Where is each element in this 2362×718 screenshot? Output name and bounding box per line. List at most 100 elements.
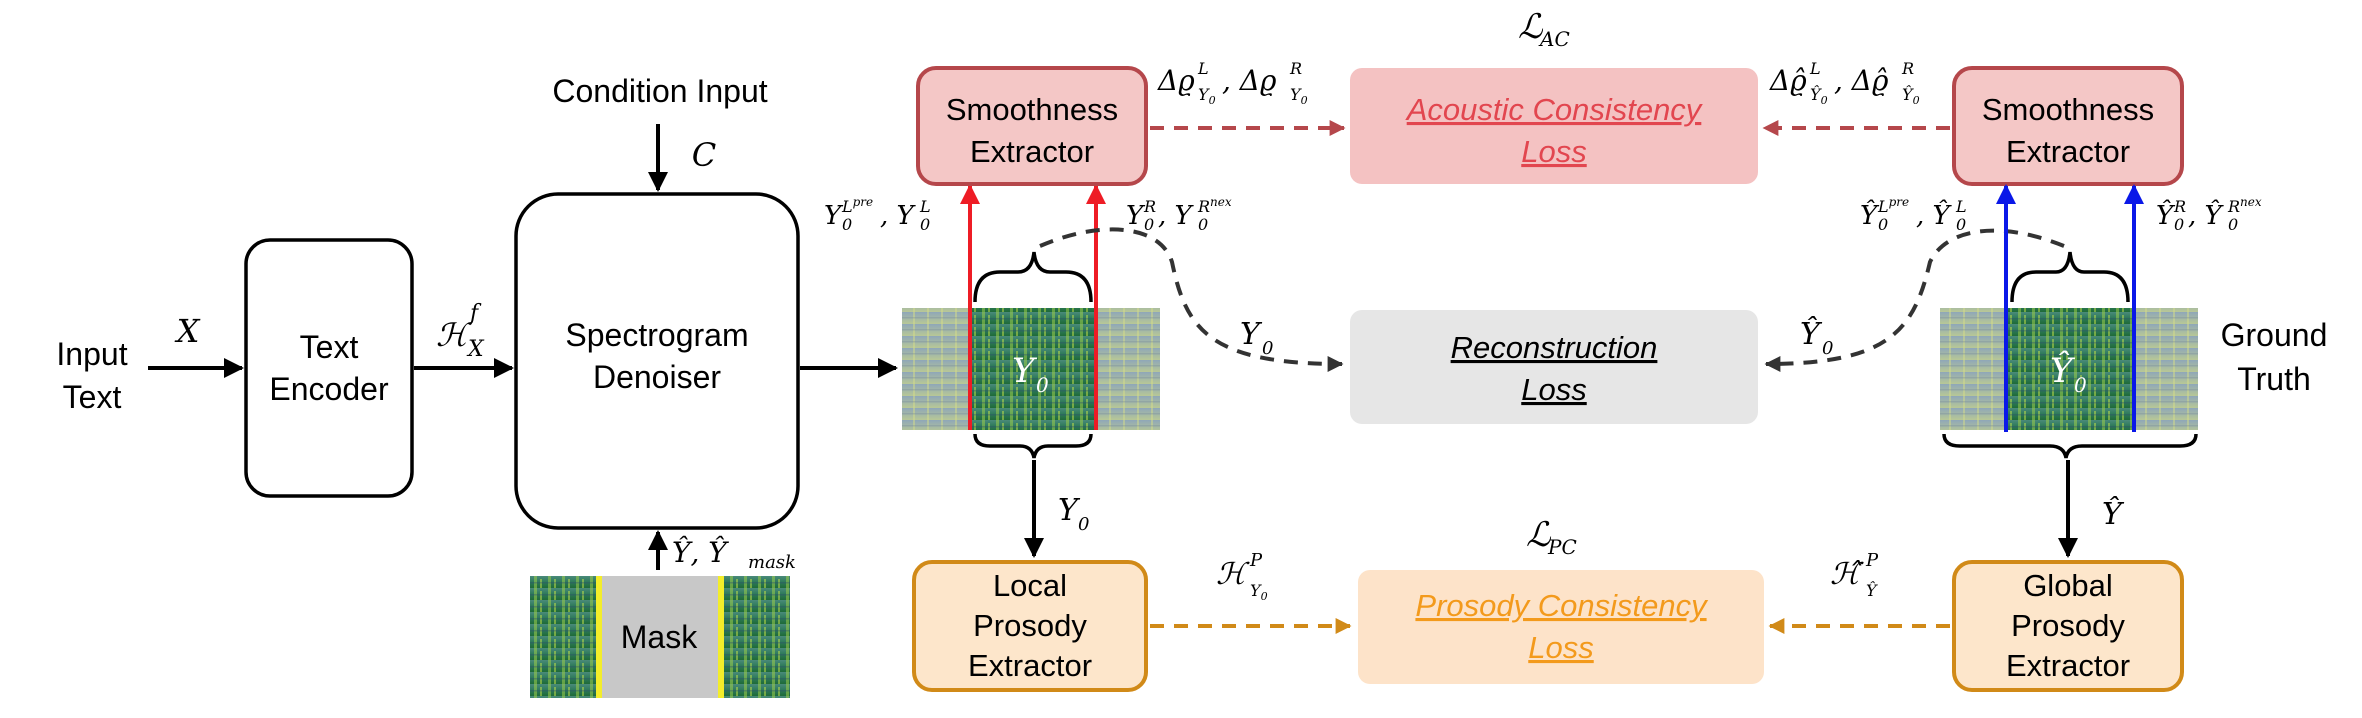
y0-lpre-left-rest2: 0	[842, 215, 852, 234]
lac-label: ℒ	[1518, 7, 1544, 47]
y0-r-left-sub: 0	[1144, 215, 1154, 234]
hxf-label: ℋ	[436, 316, 472, 354]
delta-rho-right-2-sub: Ŷ0	[1902, 84, 1920, 107]
yhat-rnex-right: , Ŷ	[2188, 199, 2225, 231]
hp-left-sup: P	[1249, 550, 1263, 571]
delta-rho-right: Δϱ̂	[1769, 64, 1807, 97]
hp-right-sub: Ŷ	[1866, 580, 1878, 600]
yhat-l-right-sub: 0	[1956, 215, 1966, 234]
text-encoder-box	[244, 238, 414, 498]
ground-truth-spectrogram	[1940, 308, 2198, 430]
y0-lpre-left-rest: Lpre	[841, 195, 873, 216]
delta-rho-left-2: , Δϱ	[1222, 64, 1277, 97]
delta-rho-left-2-sup: R	[1289, 59, 1302, 78]
delta-rho-right-2-sup: R	[1901, 59, 1914, 78]
global-prosody-extractor	[1952, 560, 2184, 692]
yhat-rnex-right-sub: 0	[2228, 215, 2238, 234]
yhat-center-label: Ŷ	[2050, 350, 2076, 391]
yhat-down-label: Ŷ	[2102, 496, 2125, 532]
smoothness-right-label: Smoothness	[1982, 92, 2154, 127]
condition-input-label: Condition Input	[552, 73, 767, 109]
delta-rho-left-sub: Y0	[1198, 85, 1216, 107]
smoothness-left-label: Smoothness	[946, 92, 1118, 127]
dashed-y0-to-recon	[1039, 227, 1344, 372]
local-prosody-extractor	[912, 560, 1148, 692]
yhat-rnex-right-sup: Rnex	[2227, 195, 2262, 216]
x-variable: X	[174, 312, 201, 350]
global-prosody-label: Global	[2023, 568, 2113, 603]
hp-right-label: ℋ̂	[1830, 557, 1864, 592]
y0-rnex-left-sup: Rnex	[1197, 195, 1232, 216]
dashed-yhat-to-recon	[1764, 228, 2065, 372]
hxf-sup: f	[468, 301, 482, 326]
local-prosody-label-3: Extractor	[968, 648, 1092, 683]
reconstruction-loss-label-2: Loss	[1521, 372, 1586, 407]
y0-l-left: , Y	[880, 201, 917, 231]
ground-truth-label: Ground	[2221, 317, 2328, 353]
y0-r-left-sup: R	[1143, 197, 1156, 216]
y0-l-left-sup: L	[919, 197, 931, 216]
local-prosody-label: Local	[993, 568, 1067, 603]
delta-rho-right-sup: L	[1809, 59, 1821, 78]
y0-center-label: Y	[1012, 351, 1038, 391]
yhat0-recon-sub: 0	[1822, 338, 1833, 359]
yhat-l-right: , Ŷ	[1916, 199, 1953, 231]
y0-down-label: Y	[1058, 493, 1081, 528]
spectrogram-denoiser-label: Spectrogram	[565, 317, 748, 353]
smoothness-extractor-left	[916, 66, 1148, 186]
smoothness-extractor-right	[1952, 66, 2184, 186]
acoustic-consistency-loss-box	[1350, 68, 1758, 184]
lac-sub: AC	[1538, 27, 1570, 51]
prosody-loss-label: Prosody Consistency	[1415, 588, 1709, 623]
masked-spectrogram	[530, 576, 790, 698]
delta-rho-right-sub: Ŷ0	[1810, 84, 1828, 107]
prosody-loss-label-2: Loss	[1528, 630, 1593, 665]
y0-r-left-label: Y	[1126, 201, 1146, 231]
y0-recon-sub: 0	[1262, 338, 1273, 359]
yhat-r-right-sub: 0	[2174, 215, 2184, 234]
reconstruction-loss-label: Reconstruction	[1451, 330, 1658, 365]
hp-right-sup: P	[1865, 550, 1879, 571]
yhat-lpre-right-sup: Lpre	[1877, 195, 1909, 216]
prosody-consistency-loss-box	[1358, 570, 1764, 684]
delta-rho-left: Δϱ	[1157, 64, 1195, 97]
y0-center-sub: 0	[1036, 373, 1049, 397]
acoustic-loss-label-2: Loss	[1521, 134, 1586, 169]
ground-truth-label-2: Truth	[2237, 361, 2311, 397]
yhat-l-right-sup: L	[1955, 197, 1967, 216]
c-variable: C	[692, 136, 716, 174]
input-text-label: Input	[56, 336, 127, 372]
hxf-sub: X	[466, 337, 485, 362]
y0-lpre-left-label: Y	[824, 201, 844, 231]
brace-bottom-left	[973, 433, 1093, 459]
brace-top-right	[2010, 251, 2130, 303]
text-encoder-label-2: Encoder	[269, 371, 389, 407]
delta-rho-right-2: , Δϱ̂	[1834, 64, 1889, 97]
global-prosody-label-2: Prosody	[2011, 608, 2125, 643]
local-prosody-label-2: Prosody	[973, 608, 1087, 643]
y0-down-sub: 0	[1078, 514, 1089, 535]
yhat-center-sub: 0	[2074, 373, 2087, 397]
delta-rho-left-2-sub: Y0	[1290, 85, 1308, 107]
spectrogram-denoiser-label-2: Denoiser	[593, 359, 721, 395]
smoothness-right-label-2: Extractor	[2006, 134, 2130, 169]
lpc-sub: PC	[1547, 535, 1577, 559]
brace-bottom-right	[1942, 433, 2198, 459]
reconstruction-loss-box	[1350, 310, 1758, 424]
spectrogram-denoiser-box	[514, 192, 800, 530]
mask-label: Mask	[621, 619, 698, 655]
yhat-lpre-right-label: Ŷ	[1860, 199, 1880, 231]
lpc-label: ℒ	[1526, 515, 1552, 555]
y0-recon-label: Y	[1240, 317, 1263, 352]
brace-top-left	[973, 251, 1093, 303]
input-text-label-2: Text	[63, 379, 122, 415]
yhat0-recon-label: Ŷ	[1800, 316, 1823, 352]
delta-rho-left-sup: L	[1197, 59, 1209, 78]
yhat-lpre-right-sub: 0	[1878, 215, 1888, 234]
yhat-r-right-sup: R	[2173, 197, 2186, 216]
acoustic-loss-label: Acoustic Consistency	[1405, 92, 1704, 127]
hp-left-label: ℋ	[1216, 557, 1250, 592]
text-encoder-label: Text	[300, 329, 359, 365]
predicted-spectrogram	[902, 308, 1160, 430]
